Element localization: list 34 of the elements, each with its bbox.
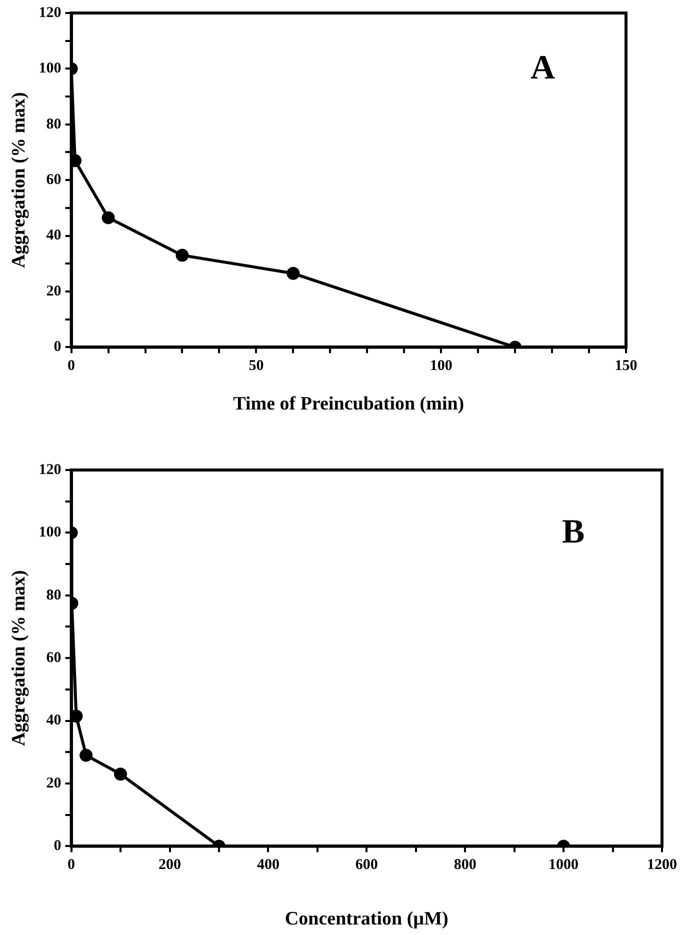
x-tick-label: 800 xyxy=(454,857,476,874)
point xyxy=(176,248,189,262)
x-axis-title: Time of Preincubation (min) xyxy=(233,394,464,415)
y-tick-label: 120 xyxy=(38,462,62,478)
point xyxy=(286,266,300,280)
y-tick-label: 100 xyxy=(38,524,62,541)
x-axis-title: Concentration (µM) xyxy=(284,908,448,930)
annotation: A xyxy=(530,50,556,87)
x-tick-label: 150 xyxy=(614,358,638,374)
x-tick-label: 100 xyxy=(430,358,452,374)
y-axis-title: Aggregation (% max) xyxy=(8,92,30,268)
x-tick-label: 0 xyxy=(68,857,76,874)
y-tick-label: 100 xyxy=(38,60,62,77)
y-tick-label: 80 xyxy=(46,116,62,132)
annotation: B xyxy=(562,514,585,551)
x-tick-label: 1200 xyxy=(647,857,677,874)
x-tick-label: 400 xyxy=(256,857,280,874)
y-tick-label: 60 xyxy=(46,172,62,188)
y-tick-label: 80 xyxy=(46,587,62,604)
y-axis-title: Aggregation (% max) xyxy=(8,570,30,746)
y-tick-label: 0 xyxy=(54,838,62,854)
y-tick-label: 20 xyxy=(46,283,62,300)
y-tick-label: 40 xyxy=(46,712,62,729)
x-tick-label: 0 xyxy=(68,358,76,374)
x-tick-label: 50 xyxy=(248,358,264,374)
y-tick-label: 20 xyxy=(46,775,62,792)
y-tick-label: 0 xyxy=(54,339,62,356)
y-tick-label: 120 xyxy=(38,4,62,21)
point xyxy=(102,211,115,224)
y-tick-label: 40 xyxy=(46,228,62,244)
x-tick-label: 1000 xyxy=(548,857,579,874)
x-tick-label: 600 xyxy=(355,857,378,874)
x-tick-label: 200 xyxy=(158,857,181,874)
y-tick-label: 60 xyxy=(46,650,62,666)
